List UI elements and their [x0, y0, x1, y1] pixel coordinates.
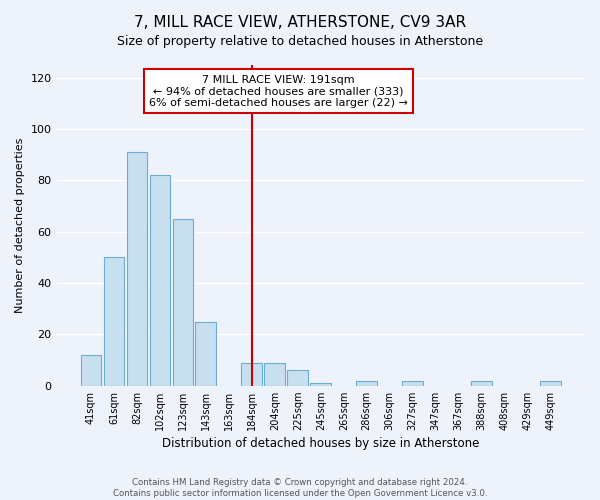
Text: Contains HM Land Registry data © Crown copyright and database right 2024.
Contai: Contains HM Land Registry data © Crown c…: [113, 478, 487, 498]
Bar: [241, 362, 262, 386]
Text: 7, MILL RACE VIEW, ATHERSTONE, CV9 3AR: 7, MILL RACE VIEW, ATHERSTONE, CV9 3AR: [134, 15, 466, 30]
Bar: [403, 380, 423, 386]
Text: Size of property relative to detached houses in Atherstone: Size of property relative to detached ho…: [117, 35, 483, 48]
Bar: [173, 219, 193, 386]
Bar: [310, 383, 331, 386]
Bar: [287, 370, 308, 386]
Bar: [80, 355, 101, 386]
Bar: [127, 152, 147, 386]
Bar: [472, 380, 492, 386]
X-axis label: Distribution of detached houses by size in Atherstone: Distribution of detached houses by size …: [162, 437, 479, 450]
Bar: [196, 322, 216, 386]
Y-axis label: Number of detached properties: Number of detached properties: [15, 138, 25, 313]
Text: 7 MILL RACE VIEW: 191sqm
← 94% of detached houses are smaller (333)
6% of semi-d: 7 MILL RACE VIEW: 191sqm ← 94% of detach…: [149, 74, 408, 108]
Bar: [540, 380, 561, 386]
Bar: [104, 258, 124, 386]
Bar: [356, 380, 377, 386]
Bar: [149, 176, 170, 386]
Bar: [265, 362, 285, 386]
